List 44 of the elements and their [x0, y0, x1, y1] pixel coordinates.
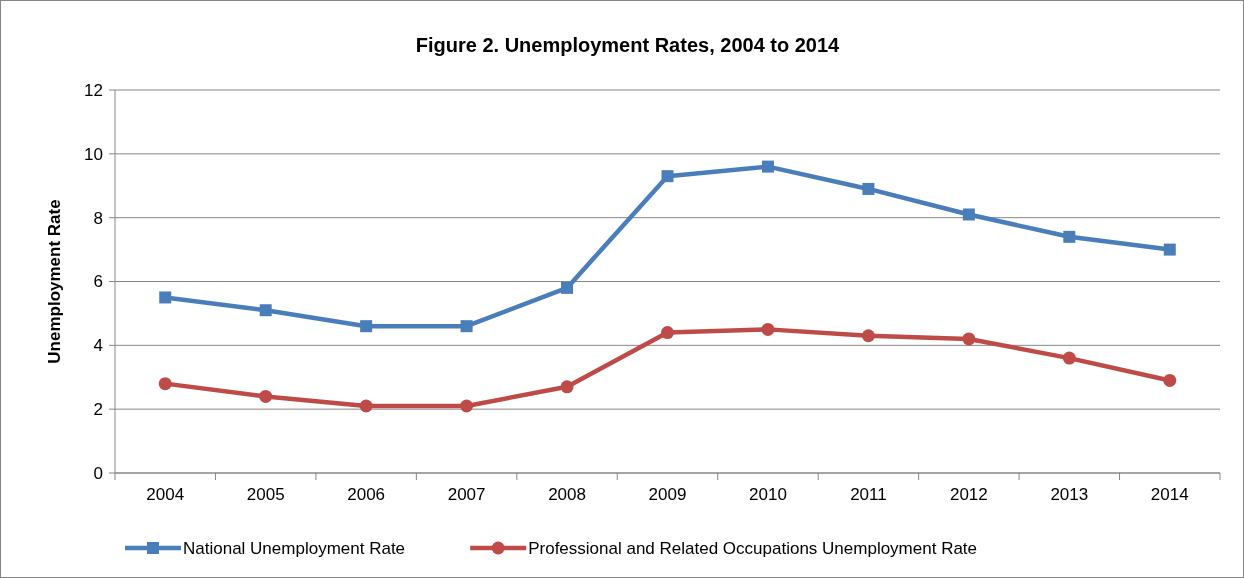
- point: [761, 322, 775, 336]
- point: [259, 389, 273, 403]
- x-tick-label: 2006: [347, 485, 386, 504]
- y-axis-title: Unemployment Rate: [45, 199, 64, 364]
- point: [761, 160, 774, 173]
- point: [460, 399, 474, 413]
- legend-label: Professional and Related Occupations Unemployment Rate: [528, 538, 978, 558]
- legend-label: National Unemployment Rate: [183, 538, 406, 558]
- x-tick-label: 2005: [246, 485, 285, 504]
- point: [661, 170, 674, 183]
- chart-title: Figure 2. Unemployment Rates, 2004 to 2014: [415, 34, 841, 56]
- y-tick-label: 8: [93, 208, 103, 228]
- point: [1163, 243, 1176, 256]
- x-tick-label: 2008: [548, 485, 586, 504]
- y-tick-label: 2: [93, 400, 103, 420]
- point: [1062, 351, 1076, 365]
- point: [359, 399, 373, 413]
- x-tick-label: 2004: [146, 485, 185, 504]
- y-tick-label: 10: [84, 144, 103, 164]
- point: [159, 291, 172, 304]
- y-tick-label: 6: [93, 272, 103, 292]
- x-tick-label: 2011: [850, 485, 887, 504]
- point: [962, 332, 976, 346]
- x-tick-label: 2010: [749, 485, 787, 504]
- point: [158, 377, 172, 391]
- point: [561, 281, 574, 294]
- point: [1163, 373, 1177, 387]
- point: [861, 329, 875, 343]
- x-tick-label: 2007: [447, 485, 486, 504]
- y-tick-label: 0: [93, 463, 103, 483]
- point: [962, 208, 975, 221]
- point: [460, 320, 473, 333]
- point: [862, 182, 875, 195]
- x-tick-label: 2014: [1150, 485, 1189, 504]
- x-tick-label: 2012: [949, 485, 988, 504]
- point: [1063, 230, 1076, 243]
- y-tick-label: 12: [84, 80, 103, 100]
- x-tick-label: 2009: [648, 485, 687, 504]
- point: [360, 320, 373, 333]
- x-tick-label: 2013: [1050, 485, 1089, 504]
- y-tick-label: 4: [93, 336, 103, 356]
- point: [259, 304, 272, 317]
- point: [661, 326, 674, 340]
- point: [560, 380, 574, 394]
